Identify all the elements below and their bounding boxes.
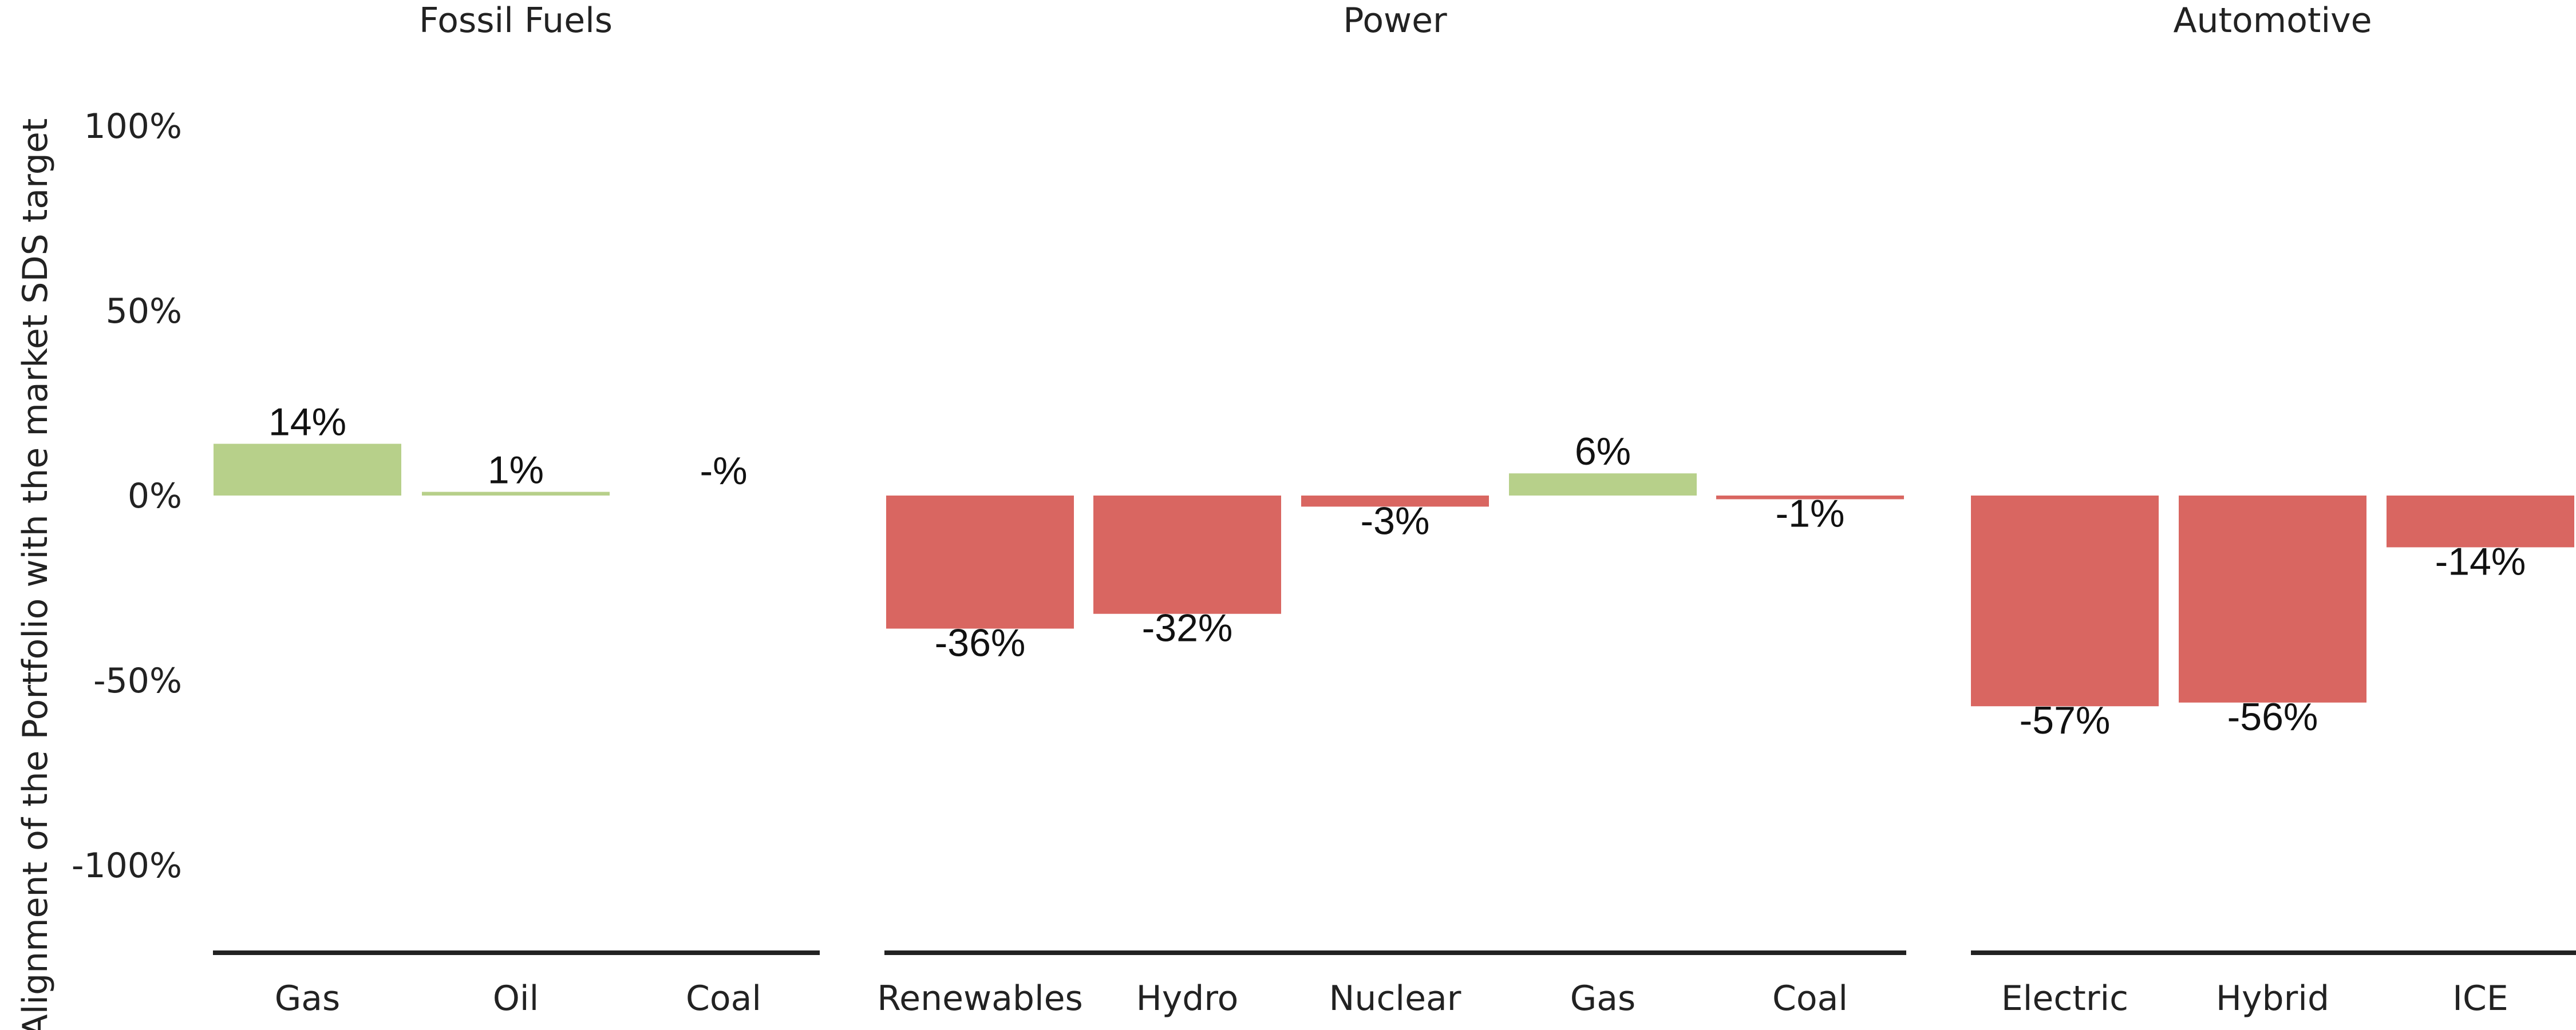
x-tick-label: Electric: [2001, 978, 2128, 1019]
bar: [2387, 496, 2574, 548]
x-tick-label: Coal: [1772, 978, 1848, 1019]
bar: [1716, 496, 1904, 500]
data-label: 6%: [1575, 430, 1631, 473]
y-axis-label: Alignment of the Portfolio with the mark…: [15, 118, 56, 1030]
x-tick-label: Oil: [493, 978, 539, 1019]
data-label: -3%: [1361, 499, 1430, 542]
x-tick-label: Gas: [1570, 978, 1636, 1019]
data-label: -1%: [1776, 492, 1845, 535]
y-tick-label: -50%: [93, 661, 182, 701]
data-label: -36%: [935, 621, 1026, 665]
data-label: -32%: [1142, 607, 1233, 650]
bar: [1509, 473, 1697, 496]
data-label: -%: [700, 449, 747, 493]
x-tick-label: Gas: [275, 978, 341, 1019]
x-tick-label: Hybrid: [2216, 978, 2329, 1019]
panel-title: Fossil Fuels: [419, 1, 613, 41]
data-label: -56%: [2227, 695, 2318, 739]
panel-title: Automotive: [2173, 1, 2372, 41]
bar: [214, 443, 401, 496]
data-label: 14%: [268, 401, 346, 444]
y-tick-label: 100%: [84, 106, 182, 146]
data-label: -14%: [2435, 540, 2526, 583]
panel-title: Power: [1343, 1, 1447, 41]
bar: [1093, 496, 1281, 614]
x-tick-label: Coal: [686, 978, 761, 1019]
bar: [1971, 496, 2159, 707]
data-label: -57%: [2020, 699, 2111, 742]
x-tick-label: Renewables: [877, 978, 1083, 1019]
bar: [886, 496, 1074, 629]
x-tick-label: Nuclear: [1329, 978, 1461, 1019]
bar: [2179, 496, 2366, 703]
bar: [1301, 496, 1489, 507]
y-tick-label: 50%: [106, 291, 182, 331]
bar: [422, 492, 610, 496]
data-label: 1%: [488, 449, 544, 492]
x-tick-label: Hydro: [1136, 978, 1239, 1019]
y-tick-label: 0%: [128, 476, 182, 516]
y-tick-label: -100%: [72, 846, 182, 886]
x-tick-label: ICE: [2452, 978, 2508, 1019]
